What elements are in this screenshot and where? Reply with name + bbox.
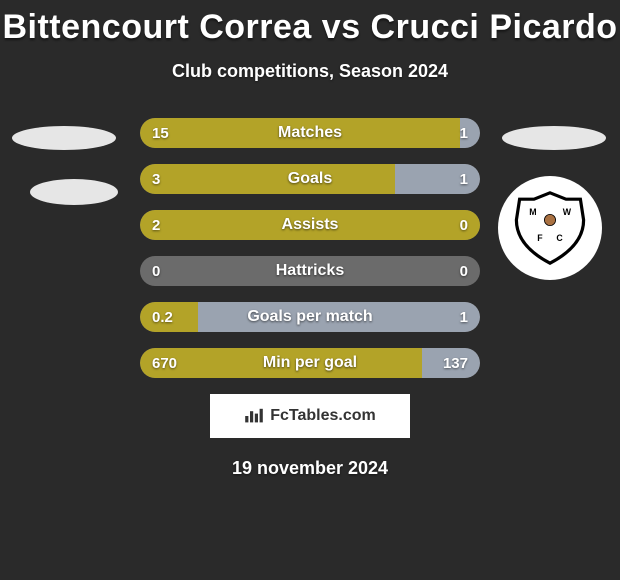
page-title: Bittencourt Correa vs Crucci Picardo [0,0,620,47]
svg-text:M: M [529,207,536,217]
brand-label: FcTables.com [270,407,376,425]
stat-label: Goals [140,170,480,188]
chart-bars-icon [244,408,264,424]
stat-label: Assists [140,216,480,234]
stat-row: 00Hattricks [140,256,480,286]
stat-row: 20Assists [140,210,480,240]
svg-text:F: F [537,233,543,243]
stat-label: Matches [140,124,480,142]
player-right-placeholder [494,122,614,162]
subtitle: Club competitions, Season 2024 [0,61,620,82]
brand-badge: FcTables.com [210,394,410,438]
svg-text:C: C [556,233,563,243]
stat-row: 670137Min per goal [140,348,480,378]
stat-row: 31Goals [140,164,480,194]
stat-label: Goals per match [140,308,480,326]
stat-label: Hattricks [140,262,480,280]
player-left-placeholder [6,122,126,232]
svg-text:W: W [563,207,572,217]
comparison-panel: M W F C 151Matches 31Goals 20Assists 00Hatt… [0,118,620,479]
stat-label: Min per goal [140,354,480,372]
date-label: 19 november 2024 [0,458,620,479]
stat-row: 0.21Goals per match [140,302,480,332]
stat-row: 151Matches [140,118,480,148]
club-logo: M W F C [498,176,602,280]
stats-rows: 151Matches 31Goals 20Assists 00Hattricks 0.2… [140,118,480,378]
